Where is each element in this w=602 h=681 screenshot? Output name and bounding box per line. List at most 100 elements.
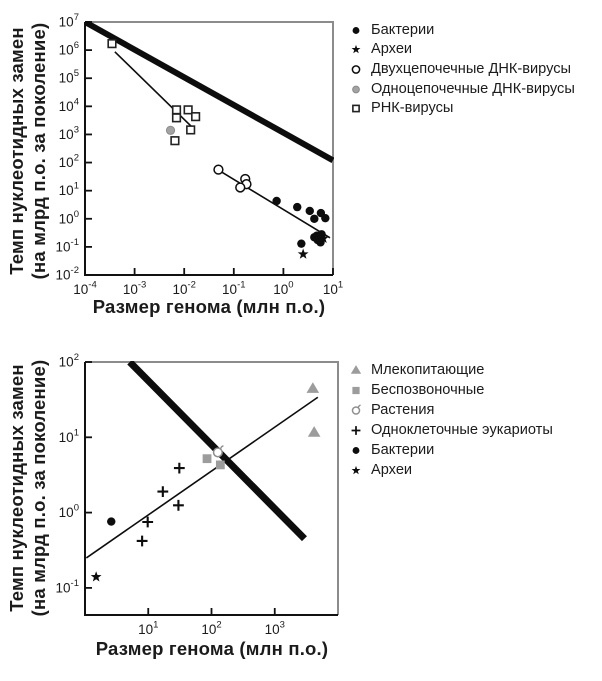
legend-label: Бактерии bbox=[371, 21, 435, 38]
eukaryote-point-icon bbox=[157, 486, 169, 498]
eukaryote-point-icon bbox=[173, 499, 184, 511]
x-tick-label: 103 bbox=[265, 620, 285, 638]
eukaryote-point-icon bbox=[142, 516, 154, 528]
y-tick-label: 101 bbox=[59, 427, 79, 445]
bottom-y-axis-title-line1: Темп нуклеотидных замен bbox=[6, 364, 27, 612]
invertebrate-point-icon bbox=[215, 460, 225, 470]
bottom-chart: 101 102 103 102 101 100 10-1 bbox=[56, 352, 339, 638]
bacteria-point-icon bbox=[297, 239, 306, 248]
legend-item: Одноцепочечные ДНК-вирусы bbox=[346, 79, 575, 99]
square-gray-legend-icon bbox=[352, 386, 360, 395]
archaea-point-icon bbox=[297, 248, 309, 259]
y-tick-label: 10-1 bbox=[56, 237, 79, 255]
bacteria-point-icon bbox=[352, 26, 360, 34]
rna-point-icon bbox=[191, 112, 201, 122]
circle-gray-legend-icon bbox=[352, 85, 360, 93]
x-tick-label: 101 bbox=[138, 620, 158, 638]
eukaryote-point-icon bbox=[136, 535, 148, 547]
x-tick-label: 10-4 bbox=[73, 280, 96, 298]
bacteria-point-icon bbox=[316, 238, 325, 247]
point-layer bbox=[90, 382, 321, 582]
plant-point-icon bbox=[212, 447, 223, 458]
circle-filled-legend-icon bbox=[352, 26, 360, 34]
star-legend-icon bbox=[351, 465, 361, 475]
plus-legend-icon bbox=[351, 426, 361, 435]
top-y-axis-title-line2: (на млрд п.о. за поколение) bbox=[28, 22, 49, 280]
y-tick-label: 10-1 bbox=[56, 578, 79, 596]
top-x-axis-title: Размер генома (млн п.о.) bbox=[92, 296, 326, 317]
x-tick-label: 102 bbox=[201, 620, 221, 638]
bottom-legend: Млекопитающие Беспозвоночные Растения Однок… bbox=[346, 360, 553, 480]
mammal-point-icon bbox=[350, 365, 362, 374]
plant-point-icon bbox=[351, 406, 361, 415]
dsdna-point-icon bbox=[213, 164, 224, 175]
plant-point-tail-icon bbox=[357, 404, 361, 409]
legend-item: Археи bbox=[346, 460, 553, 480]
legend-label: Беспозвоночные bbox=[371, 382, 485, 398]
plot-frame bbox=[85, 21, 334, 275]
fit-line bbox=[85, 396, 319, 559]
bottom-y-axis-title-line2: (на млрд п.о. за поколение) bbox=[28, 359, 49, 617]
reference-line bbox=[85, 21, 334, 163]
rna-point-icon bbox=[170, 136, 180, 146]
legend-label: Одноклеточные эукариоты bbox=[371, 422, 553, 438]
x-tick-label: 10-2 bbox=[172, 280, 195, 298]
legend-label: Одноцепочечные ДНК-вирусы bbox=[371, 80, 575, 97]
plot-axes bbox=[84, 362, 338, 616]
triangle-gray-legend-icon bbox=[350, 365, 362, 374]
bacteria-point-icon bbox=[107, 517, 116, 526]
y-tick-label: 101 bbox=[59, 181, 79, 199]
legend-item: Бактерии bbox=[346, 440, 553, 460]
dsdna-point-icon bbox=[235, 182, 246, 193]
plant-point-tail-icon bbox=[219, 445, 224, 450]
legend-item: Археи bbox=[346, 40, 575, 60]
rna-point-icon bbox=[352, 104, 360, 113]
square-open-legend-icon bbox=[352, 104, 360, 113]
eukaryote-point-icon bbox=[173, 462, 185, 474]
rna-point-icon bbox=[171, 113, 182, 123]
y-tick-label: 106 bbox=[59, 40, 79, 58]
y-tick-label: 105 bbox=[59, 68, 79, 86]
legend-label: Бактерии bbox=[371, 442, 435, 458]
y-tick-label: 10-2 bbox=[56, 265, 79, 283]
y-tick-label: 107 bbox=[59, 12, 79, 30]
x-tick-label: 100 bbox=[273, 280, 293, 298]
bacteria-point-icon bbox=[352, 447, 360, 454]
legend-label: Археи bbox=[371, 41, 413, 58]
top-y-axis-title: Темп нуклеотидных замен (на млрд п.о. за… bbox=[6, 10, 52, 292]
top-chart: 10-4 10-3 10-2 10-1 100 101 107 106 105 104 103 102… bbox=[56, 12, 344, 297]
y-tick-label: 103 bbox=[59, 124, 79, 142]
bacteria-point-icon bbox=[293, 202, 302, 212]
legend-item: РНК-вирусы bbox=[346, 98, 575, 118]
y-tick-label: 102 bbox=[59, 352, 79, 370]
mammal-point-icon bbox=[306, 382, 320, 393]
legend-item: Беспозвоночные bbox=[346, 380, 553, 400]
rna-point-icon bbox=[186, 125, 196, 135]
x-tick-label: 101 bbox=[323, 280, 343, 298]
bacteria-point-icon bbox=[321, 213, 330, 223]
legend-item: Млекопитающие bbox=[346, 360, 553, 380]
legend-label: Млекопитающие bbox=[371, 362, 485, 378]
y-tick-label: 104 bbox=[59, 96, 79, 114]
ssdna-point-icon bbox=[165, 125, 176, 135]
plot-frame bbox=[85, 361, 339, 615]
legend-item: Одноклеточные эукариоты bbox=[346, 420, 553, 440]
ssdna-point-icon bbox=[352, 85, 360, 93]
y-tick-label: 100 bbox=[59, 503, 79, 521]
legend-label: Археи bbox=[371, 462, 413, 478]
legend-item: Бактерии bbox=[346, 20, 575, 40]
dsdna-point-icon bbox=[351, 65, 361, 74]
legend-label: РНК-вирусы bbox=[371, 100, 454, 117]
x-tick-label: 10-1 bbox=[222, 280, 245, 298]
line-layer bbox=[85, 361, 319, 559]
archaea-point-icon bbox=[351, 465, 361, 475]
y-tick-label: 102 bbox=[59, 153, 79, 171]
rna-point-icon bbox=[107, 39, 117, 49]
circle-open-legend-icon bbox=[351, 65, 361, 74]
invertebrate-point-icon bbox=[352, 386, 360, 395]
archaea-point-icon bbox=[351, 45, 361, 54]
bottom-x-axis-title: Размер генома (млн п.о.) bbox=[95, 638, 329, 659]
point-layer bbox=[107, 39, 330, 259]
